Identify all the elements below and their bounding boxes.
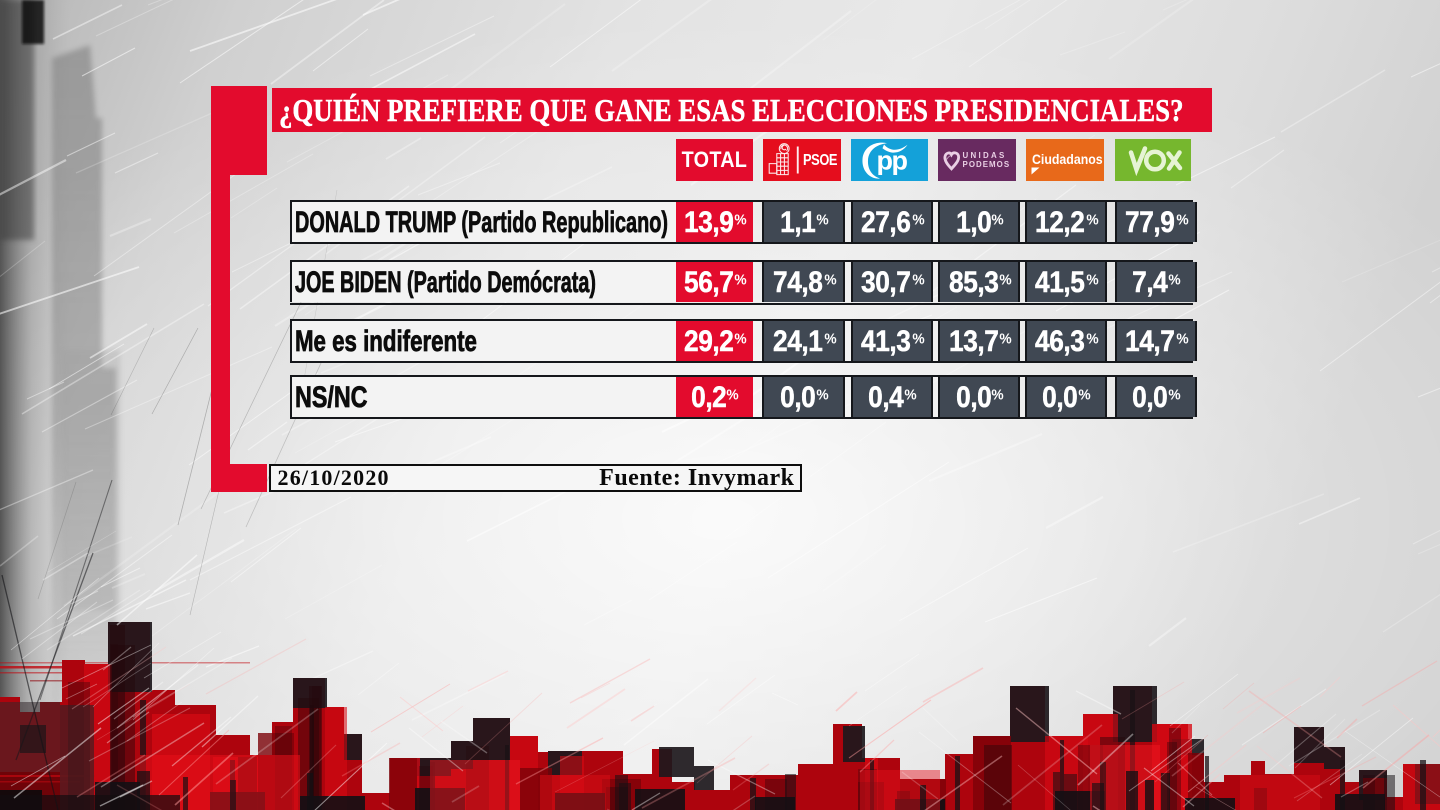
svg-text:pp: pp bbox=[876, 146, 907, 176]
